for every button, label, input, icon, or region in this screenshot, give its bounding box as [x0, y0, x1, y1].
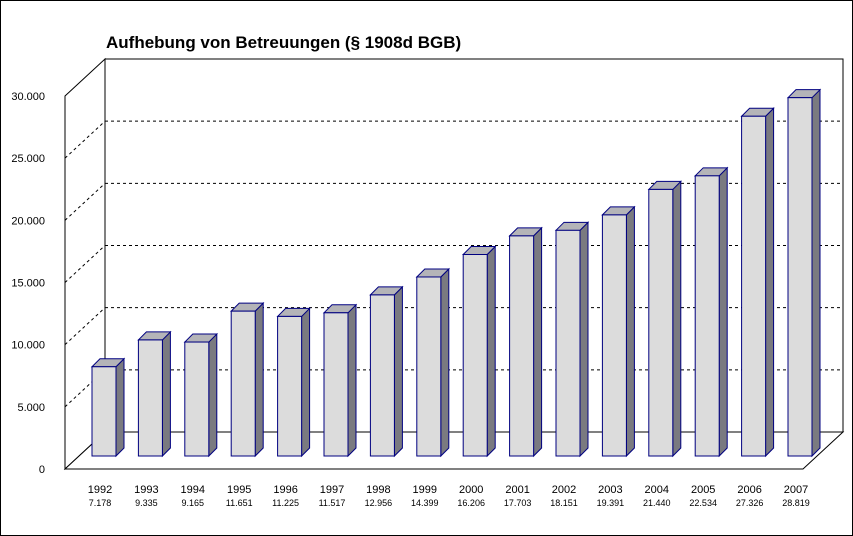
bar [323, 312, 349, 457]
data-label: 22.534 [689, 498, 717, 508]
bar-side [811, 88, 821, 458]
bar-side [765, 107, 775, 458]
x-tick-label: 2007 [784, 484, 808, 496]
bar-side [533, 226, 543, 458]
bar-side [625, 205, 635, 458]
data-label: 17.703 [504, 498, 532, 508]
bar-side [161, 330, 171, 458]
y-tick-label: 20.000 [11, 215, 45, 227]
bar-side [579, 221, 589, 458]
x-tick-label: 2005 [691, 484, 715, 496]
bar [137, 339, 163, 457]
y-tick-label: 25.000 [11, 153, 45, 165]
x-tick-label: 1996 [273, 484, 297, 496]
bar [462, 254, 488, 457]
x-tick-label: 1992 [88, 484, 112, 496]
data-label: 16.206 [457, 498, 485, 508]
bar [648, 188, 674, 457]
bar-side [347, 303, 357, 458]
bar-side [486, 245, 496, 458]
bar [277, 315, 303, 457]
data-label: 11.517 [319, 498, 346, 508]
x-tick-label: 1999 [413, 484, 437, 496]
bar [416, 276, 442, 457]
y-tick-label: 5.000 [17, 402, 45, 414]
bar [555, 229, 581, 457]
data-label: 7.178 [89, 498, 112, 508]
y-tick-label: 15.000 [11, 278, 45, 290]
data-label: 21.440 [643, 498, 671, 508]
x-tick-label: 1997 [320, 484, 344, 496]
bar-side [440, 267, 450, 458]
data-label: 11.651 [226, 498, 253, 508]
bar-side [208, 332, 218, 458]
bar-side [672, 180, 682, 458]
bar-side [718, 166, 728, 458]
data-label: 27.326 [736, 498, 764, 508]
bar-side [254, 301, 264, 458]
data-label: 28.819 [782, 498, 810, 508]
data-label: 14.399 [411, 498, 439, 508]
bar [369, 294, 395, 457]
bar [694, 175, 720, 457]
data-label: 12.956 [365, 498, 393, 508]
bar [741, 115, 767, 457]
x-tick-label: 2003 [598, 484, 622, 496]
x-tick-label: 2004 [645, 484, 669, 496]
data-label: 18.151 [550, 498, 578, 508]
bar-side [115, 357, 125, 458]
data-label: 19.391 [597, 498, 625, 508]
bar-side [301, 307, 311, 458]
data-label: 9.335 [135, 498, 158, 508]
chart-title: Aufhebung von Betreuungen (§ 1908d BGB) [106, 33, 462, 52]
bar [91, 366, 117, 457]
data-label: 9.165 [182, 498, 205, 508]
x-tick-label: 1995 [227, 484, 251, 496]
bar-side [393, 285, 403, 458]
y-tick-label: 0 [39, 464, 45, 476]
data-label: 11.225 [272, 498, 299, 508]
x-tick-label: 1998 [366, 484, 390, 496]
x-tick-label: 1993 [134, 484, 158, 496]
bar [230, 310, 256, 457]
x-tick-label: 1994 [181, 484, 205, 496]
x-tick-label: 2006 [737, 484, 761, 496]
bar [509, 235, 535, 457]
bar [787, 97, 813, 457]
x-tick-label: 2001 [505, 484, 529, 496]
x-tick-label: 2000 [459, 484, 483, 496]
bar [184, 341, 210, 457]
bar [601, 214, 627, 457]
y-tick-label: 10.000 [11, 340, 45, 352]
x-tick-label: 2002 [552, 484, 576, 496]
y-tick-label: 30.000 [11, 91, 45, 103]
